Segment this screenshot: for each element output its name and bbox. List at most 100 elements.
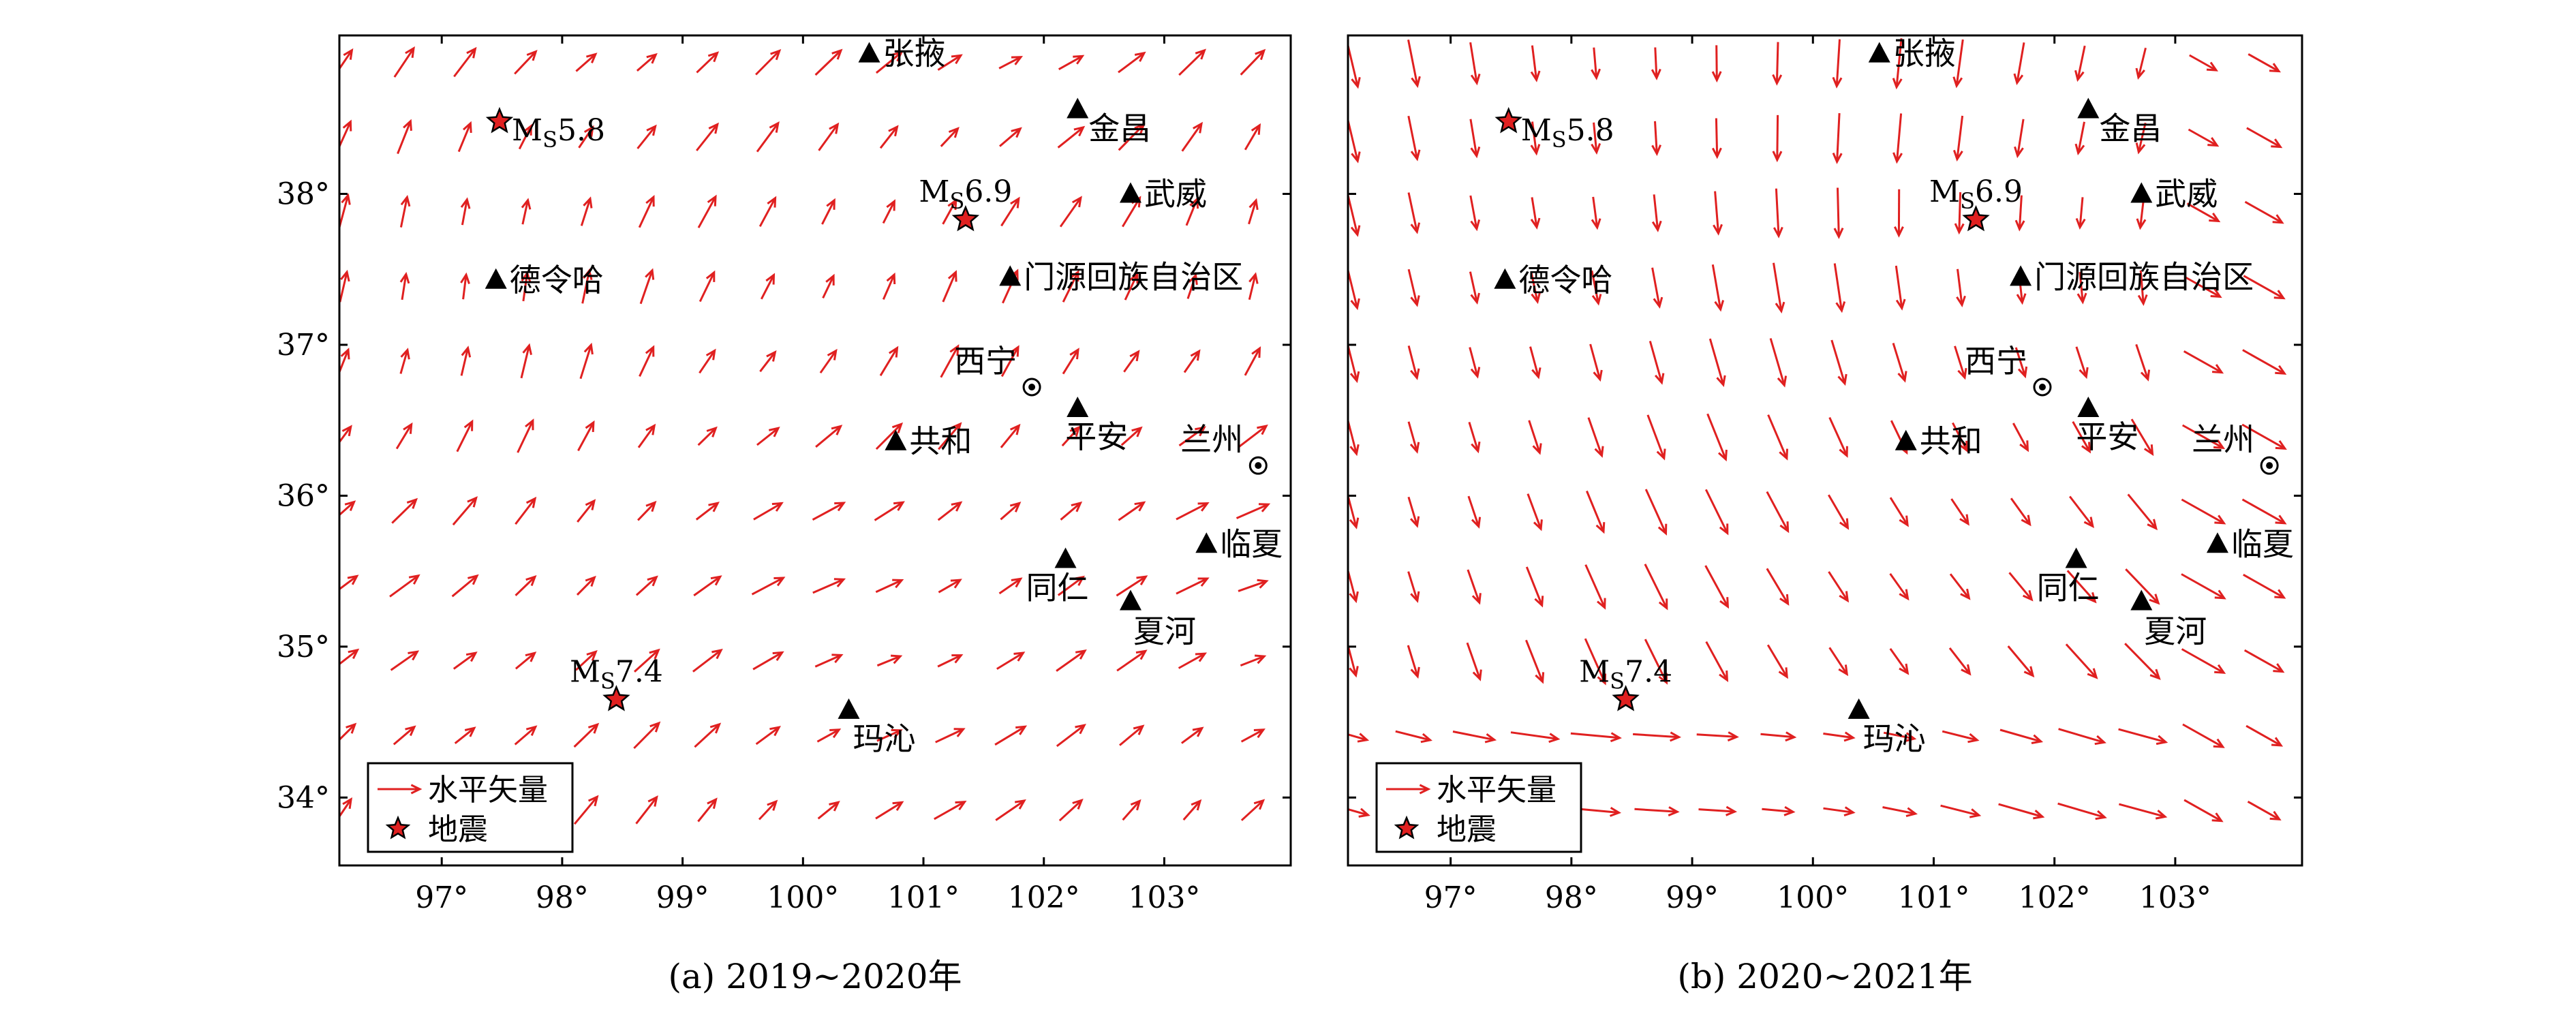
velocity-arrow xyxy=(517,870,534,901)
velocity-arrow xyxy=(1059,196,1082,228)
velocity-arrow xyxy=(1181,121,1203,152)
velocity-arrow xyxy=(1300,425,1325,448)
velocity-arrow xyxy=(1407,40,1421,89)
velocity-arrow xyxy=(2130,418,2154,457)
velocity-arrow xyxy=(1244,870,1261,900)
velocity-arrow xyxy=(1062,348,1079,375)
velocity-arrow xyxy=(1634,806,1680,816)
panel-caption: (b) 2020~2021年 xyxy=(1677,957,1972,996)
velocity-arrow xyxy=(399,873,410,898)
station-marker: 同仁 xyxy=(2037,547,2100,606)
velocity-arrow xyxy=(2243,573,2286,599)
velocity-vectors xyxy=(1348,38,2345,823)
velocity-arrow xyxy=(1832,113,1843,164)
velocity-arrow xyxy=(822,273,835,299)
velocity-arrow xyxy=(2057,802,2107,820)
velocity-arrow xyxy=(934,801,967,820)
velocity-arrow xyxy=(699,270,716,303)
velocity-arrow xyxy=(1954,345,1967,380)
earthquake-marker: MS7.4 xyxy=(570,654,663,711)
velocity-arrow xyxy=(2135,122,2147,155)
x-tick-label: 101° xyxy=(887,880,960,915)
velocity-arrow xyxy=(2069,495,2095,529)
station-marker: 同仁 xyxy=(1026,547,1089,606)
velocity-arrow xyxy=(1124,272,1139,301)
velocity-arrow xyxy=(1711,118,1722,159)
x-tick-label: 98° xyxy=(536,880,589,915)
earthquake-label: MS5.8 xyxy=(1521,113,1614,153)
velocity-arrow xyxy=(694,722,722,748)
velocity-arrow xyxy=(1704,565,1730,609)
velocity-arrow xyxy=(1395,730,1432,743)
velocity-arrow xyxy=(882,272,896,301)
triangle-icon xyxy=(1067,396,1089,417)
velocity-arrow xyxy=(1240,728,1266,743)
velocity-arrow xyxy=(633,648,660,673)
velocity-arrow xyxy=(1584,564,1606,610)
velocity-arrow xyxy=(518,123,532,150)
velocity-arrow xyxy=(1651,267,1663,309)
velocity-arrow xyxy=(2245,724,2284,747)
velocity-arrow xyxy=(1591,122,1601,155)
velocity-arrow xyxy=(639,345,655,377)
velocity-arrow xyxy=(391,497,418,524)
velocity-arrow xyxy=(755,726,781,746)
velocity-arrow xyxy=(2014,195,2025,232)
city-marker: 兰州 xyxy=(2192,421,2279,475)
velocity-arrow xyxy=(1348,419,1360,457)
velocity-arrow xyxy=(339,48,354,71)
velocity-arrow xyxy=(1998,803,2045,820)
velocity-arrow xyxy=(1713,191,1723,236)
velocity-arrow xyxy=(1833,187,1844,239)
velocity-arrow xyxy=(815,425,843,448)
velocity-arrow xyxy=(1892,113,1903,164)
y-tick-label: 34° xyxy=(277,780,330,815)
velocity-arrow xyxy=(576,575,596,596)
station-marker: 夏河 xyxy=(1119,589,1196,649)
triangle-icon xyxy=(2077,396,2100,417)
velocity-arrow xyxy=(2075,346,2089,380)
x-tick-label: 100° xyxy=(767,880,839,915)
velocity-arrow xyxy=(1889,648,1910,675)
velocity-arrow xyxy=(1570,732,1622,743)
x-tick-label: 102° xyxy=(1008,880,1080,915)
station-marker: 张掖 xyxy=(1868,35,1956,72)
station-label: 金昌 xyxy=(2099,110,2162,147)
station-label: 武威 xyxy=(1144,176,1207,213)
legend-arrow-icon xyxy=(378,784,423,795)
velocity-arrow xyxy=(577,420,595,452)
velocity-arrow xyxy=(812,502,846,521)
velocity-arrow xyxy=(2188,128,2220,147)
velocity-arrow xyxy=(2137,270,2148,307)
velocity-arrow xyxy=(1301,656,1325,664)
velocity-arrow xyxy=(935,728,966,743)
station-marker: 金昌 xyxy=(1067,97,1151,147)
city-label: 兰州 xyxy=(2192,421,2254,458)
velocity-arrow xyxy=(517,418,534,453)
velocity-arrow xyxy=(1644,564,1668,611)
station-label: 门源回族自治区 xyxy=(2034,258,2254,295)
velocity-arrow xyxy=(1119,724,1145,746)
station-label: 金昌 xyxy=(1088,110,1151,147)
velocity-arrow xyxy=(639,268,655,305)
station-label: 夏河 xyxy=(1133,613,1196,649)
velocity-arrow xyxy=(339,193,351,230)
velocity-arrow xyxy=(1468,421,1481,454)
triangle-icon xyxy=(2130,182,2153,203)
velocity-arrow xyxy=(339,874,349,897)
velocity-arrow xyxy=(1306,346,1321,378)
velocity-arrow xyxy=(2304,425,2345,448)
velocity-arrow xyxy=(1000,502,1022,521)
star-icon xyxy=(1612,685,1640,711)
velocity-arrow xyxy=(1591,196,1601,230)
velocity-arrow xyxy=(1348,733,1370,743)
velocity-arrow xyxy=(1952,39,1964,89)
velocity-arrow xyxy=(1698,805,1738,816)
velocity-arrow xyxy=(514,50,538,75)
velocity-arrow xyxy=(2242,349,2287,375)
velocity-arrow xyxy=(1240,654,1267,666)
station-marker: 玛沁 xyxy=(838,698,915,757)
velocity-arrow xyxy=(2181,648,2226,674)
velocity-arrow xyxy=(1823,731,1856,742)
velocity-arrow xyxy=(1828,494,1850,530)
